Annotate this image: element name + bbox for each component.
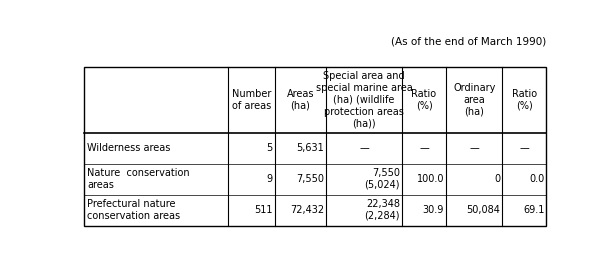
Text: 50,084: 50,084 (467, 205, 501, 215)
Text: Ratio
(%): Ratio (%) (512, 89, 537, 111)
Text: 7,550
(5,024): 7,550 (5,024) (365, 168, 400, 190)
Text: 5,631: 5,631 (296, 143, 324, 153)
Text: 22,348
(2,284): 22,348 (2,284) (365, 199, 400, 221)
Text: 69.1: 69.1 (523, 205, 544, 215)
Text: 7,550: 7,550 (296, 174, 324, 184)
Text: —: — (419, 143, 429, 153)
Text: Ratio
(%): Ratio (%) (411, 89, 437, 111)
Text: 511: 511 (255, 205, 273, 215)
Text: 9: 9 (267, 174, 273, 184)
Text: 100.0: 100.0 (416, 174, 444, 184)
Text: —: — (520, 143, 530, 153)
Text: Wilderness areas: Wilderness areas (87, 143, 170, 153)
Text: —: — (359, 143, 369, 153)
Text: 72,432: 72,432 (290, 205, 324, 215)
Text: 0: 0 (494, 174, 501, 184)
Text: 0.0: 0.0 (529, 174, 544, 184)
Text: (As of the end of March 1990): (As of the end of March 1990) (391, 37, 546, 47)
Text: Prefectural nature
conservation areas: Prefectural nature conservation areas (87, 199, 180, 221)
Text: Nature  conservation
areas: Nature conservation areas (87, 168, 189, 190)
Text: 5: 5 (267, 143, 273, 153)
Text: Areas
(ha): Areas (ha) (287, 89, 314, 111)
Bar (84, 67, 546, 226)
Text: Special area and
special marine area
(ha) (wildlife
protection areas
(ha)): Special area and special marine area (ha… (315, 71, 413, 129)
Text: 30.9: 30.9 (423, 205, 444, 215)
Text: Ordinary
area
(ha): Ordinary area (ha) (453, 83, 495, 117)
Text: —: — (469, 143, 479, 153)
Text: Number
of areas: Number of areas (232, 89, 271, 111)
